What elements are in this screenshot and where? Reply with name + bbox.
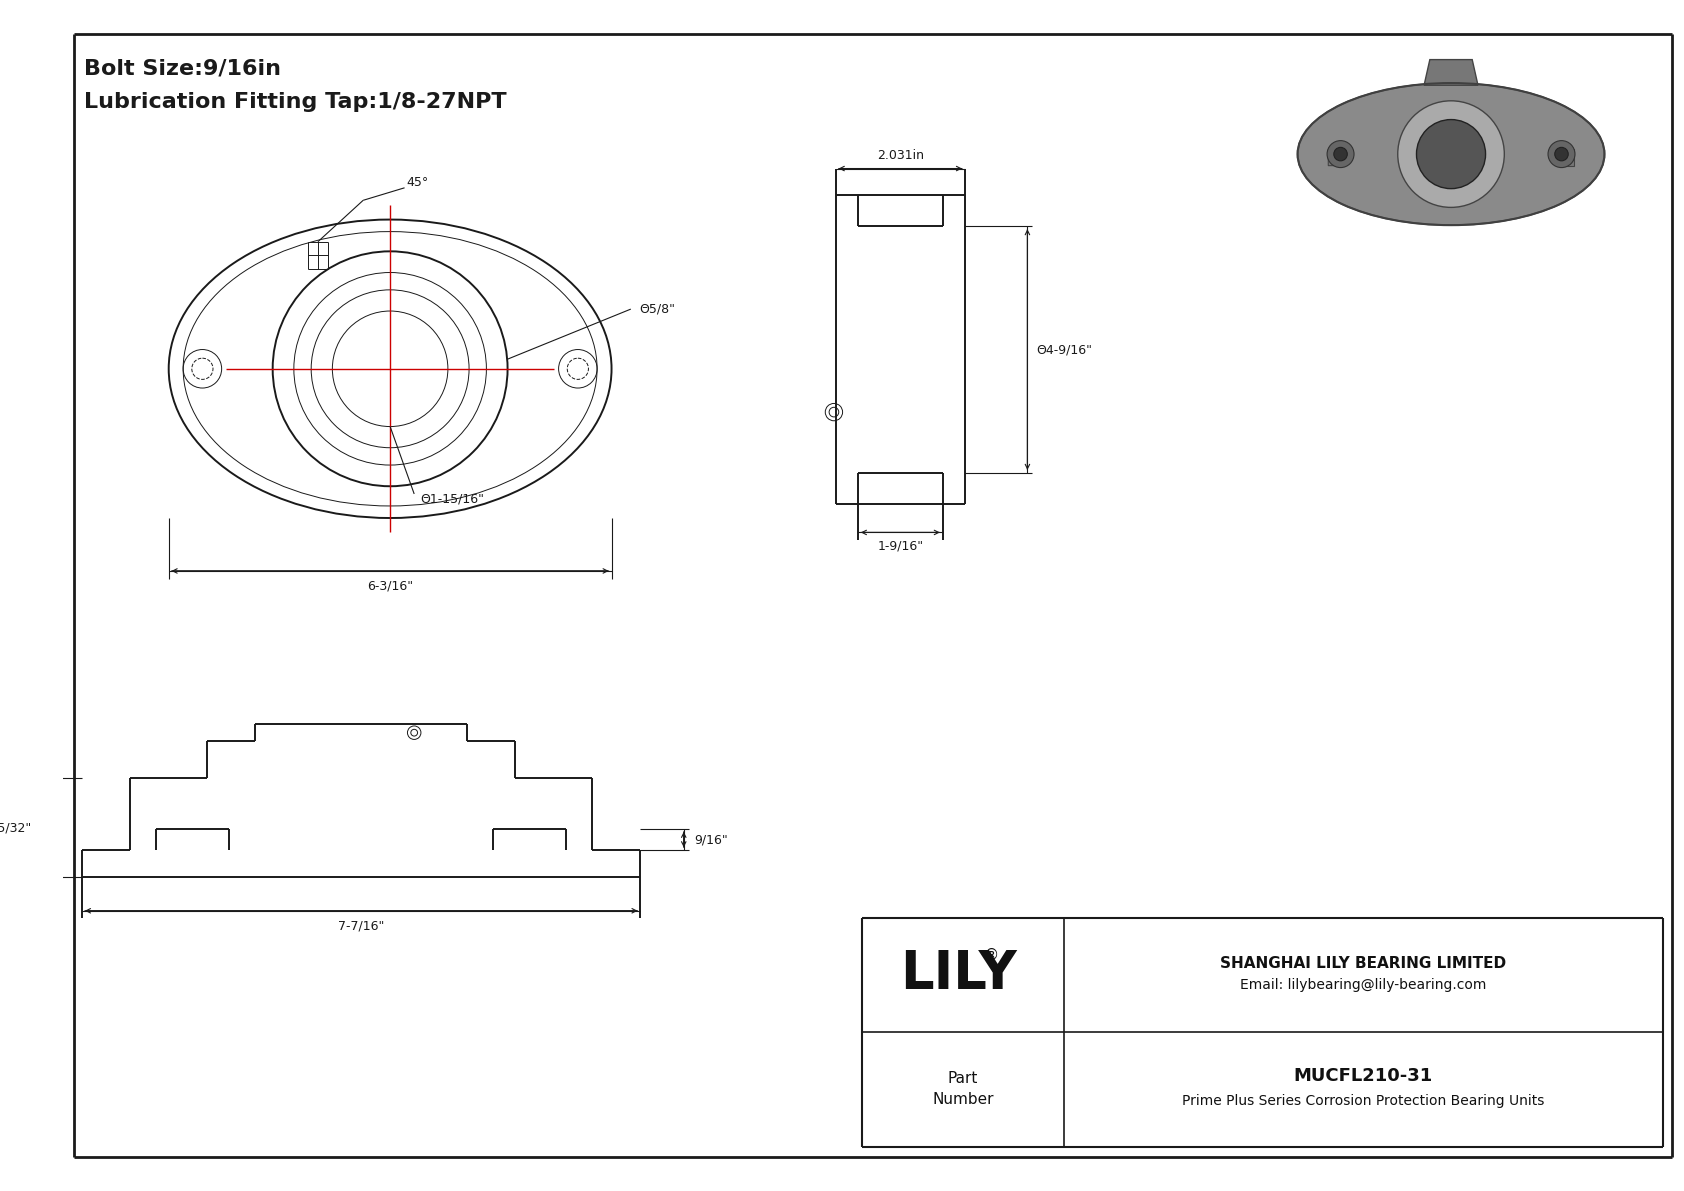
- Circle shape: [1416, 119, 1485, 188]
- Text: SHANGHAI LILY BEARING LIMITED: SHANGHAI LILY BEARING LIMITED: [1221, 956, 1507, 971]
- Text: 2.031in: 2.031in: [877, 149, 925, 162]
- Text: Prime Plus Series Corrosion Protection Bearing Units: Prime Plus Series Corrosion Protection B…: [1182, 1095, 1544, 1109]
- Circle shape: [1554, 148, 1568, 161]
- Circle shape: [1327, 141, 1354, 168]
- Text: Θ1-15/16": Θ1-15/16": [421, 492, 485, 505]
- Circle shape: [1548, 141, 1575, 168]
- Text: 1-9/16": 1-9/16": [877, 540, 923, 553]
- Text: 9/16": 9/16": [694, 833, 727, 846]
- Text: 45°: 45°: [406, 176, 428, 189]
- Text: ®: ®: [983, 948, 999, 962]
- Text: Part
Number: Part Number: [933, 1071, 994, 1106]
- Text: Bolt Size:9/16in: Bolt Size:9/16in: [84, 58, 281, 79]
- Text: 7-7/16": 7-7/16": [338, 919, 384, 933]
- Text: Lubrication Fitting Tap:1/8-27NPT: Lubrication Fitting Tap:1/8-27NPT: [84, 92, 507, 112]
- Text: LILY: LILY: [899, 948, 1017, 1000]
- Text: Θ5/8": Θ5/8": [638, 303, 675, 316]
- Text: Θ4-9/16": Θ4-9/16": [1036, 343, 1091, 356]
- Circle shape: [1398, 101, 1504, 207]
- Polygon shape: [1559, 149, 1575, 166]
- Circle shape: [1334, 148, 1347, 161]
- Text: MUCFL210-31: MUCFL210-31: [1293, 1067, 1433, 1085]
- Polygon shape: [1425, 60, 1479, 86]
- Text: 6-3/16": 6-3/16": [367, 580, 413, 593]
- Text: Email: lilybearing@lily-bearing.com: Email: lilybearing@lily-bearing.com: [1239, 978, 1487, 992]
- Text: 2-5/32": 2-5/32": [0, 821, 30, 834]
- Ellipse shape: [1298, 83, 1605, 225]
- Polygon shape: [1329, 149, 1342, 166]
